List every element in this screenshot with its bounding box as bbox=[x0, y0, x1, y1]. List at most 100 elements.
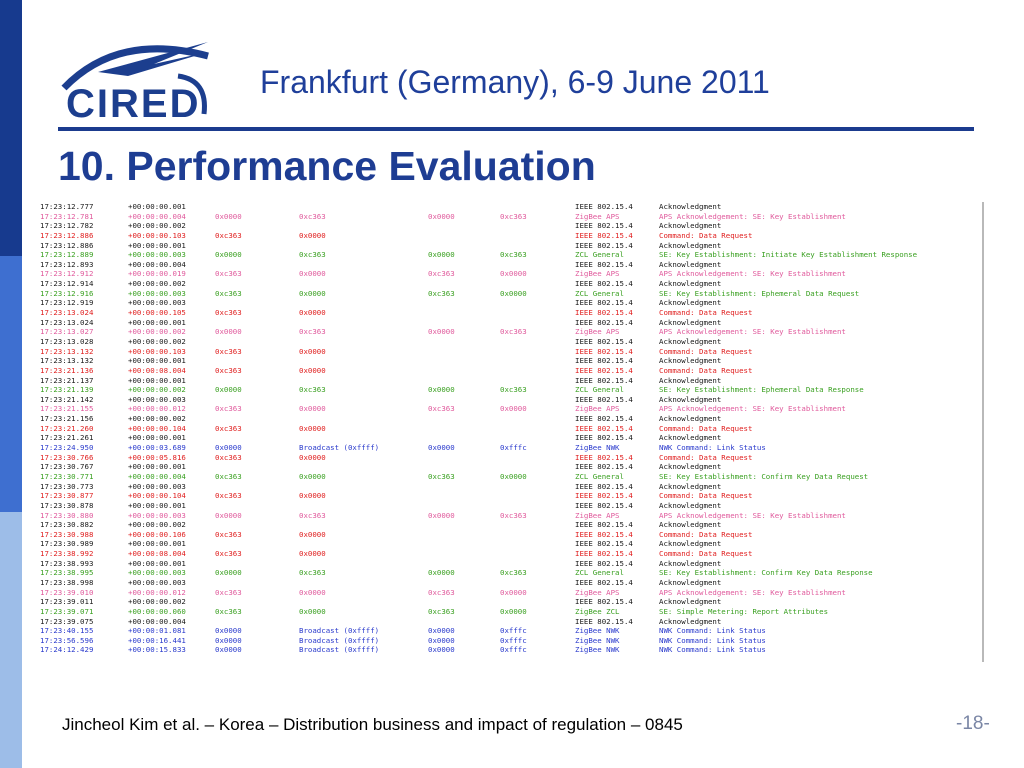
log-info: APS Acknowledgement: SE: Key Establishme… bbox=[659, 587, 846, 597]
log-dst2: 0xc363 bbox=[500, 510, 527, 520]
log-time: 17:23:39.010 bbox=[40, 587, 94, 597]
log-time: 17:23:12.914 bbox=[40, 279, 94, 289]
log-protocol: ZigBee APS bbox=[575, 404, 620, 414]
log-src2: 0xc363 bbox=[428, 471, 455, 481]
cired-logo-text: CIRED bbox=[66, 82, 201, 126]
log-dst: 0xc363 bbox=[299, 510, 326, 520]
log-dst: 0xc363 bbox=[299, 568, 326, 578]
log-row: 17:23:38.998 +00:00:00.003 IEEE 802.15.4 Ac… bbox=[38, 578, 982, 588]
log-info: Acknowledgment bbox=[659, 336, 722, 346]
log-delta: +00:00:00.001 bbox=[128, 356, 186, 366]
log-dst: 0x0000 bbox=[299, 365, 326, 375]
log-time: 17:23:21.137 bbox=[40, 375, 94, 385]
log-info: APS Acknowledgement: SE: Key Establishme… bbox=[659, 327, 846, 337]
log-delta: +00:00:00.002 bbox=[128, 597, 186, 607]
log-src: 0xc363 bbox=[215, 491, 242, 501]
log-row: 17:23:13.132 +00:00:00.001 IEEE 802.15.4 Ac… bbox=[38, 356, 982, 366]
log-dst2: 0x0000 bbox=[500, 288, 527, 298]
log-delta: +00:00:00.001 bbox=[128, 317, 186, 327]
log-src: 0xc363 bbox=[215, 269, 242, 279]
log-dst2: 0xc363 bbox=[500, 568, 527, 578]
log-time: 17:23:30.880 bbox=[40, 510, 94, 520]
log-protocol: IEEE 802.15.4 bbox=[575, 423, 633, 433]
log-row: 17:23:21.156 +00:00:00.002 IEEE 802.15.4 Ac… bbox=[38, 414, 982, 424]
log-dst: 0x0000 bbox=[299, 587, 326, 597]
log-delta: +00:00:00.002 bbox=[128, 327, 186, 337]
log-delta: +00:00:00.002 bbox=[128, 221, 186, 231]
log-time: 17:23:38.993 bbox=[40, 558, 94, 568]
log-delta: +00:00:00.004 bbox=[128, 259, 186, 269]
log-protocol: IEEE 802.15.4 bbox=[575, 414, 633, 424]
log-info: Command: Data Request bbox=[659, 365, 753, 375]
log-src2: 0x0000 bbox=[428, 250, 455, 260]
log-delta: +00:00:15.833 bbox=[128, 645, 186, 655]
log-info: Acknowledgment bbox=[659, 577, 722, 587]
log-src: 0xc363 bbox=[215, 308, 242, 318]
log-src: 0xc363 bbox=[215, 288, 242, 298]
log-time: 17:23:21.156 bbox=[40, 414, 94, 424]
log-src: 0x0000 bbox=[215, 510, 242, 520]
log-info: SE: Key Establishment: Confirm Key Data … bbox=[659, 568, 873, 578]
log-src: 0x0000 bbox=[215, 211, 242, 221]
log-info: Acknowledgment bbox=[659, 433, 722, 443]
log-row: 17:23:12.886 +00:00:00.103 0xc363 0x0000 IEE… bbox=[38, 231, 982, 241]
log-delta: +00:00:00.002 bbox=[128, 414, 186, 424]
log-protocol: ZCL General bbox=[575, 471, 624, 481]
log-src: 0x0000 bbox=[215, 443, 242, 453]
side-strip-bottom bbox=[0, 512, 22, 768]
log-row: 17:23:30.767 +00:00:00.001 IEEE 802.15.4 Ac… bbox=[38, 462, 982, 472]
log-time: 17:23:39.071 bbox=[40, 606, 94, 616]
log-time: 17:23:13.132 bbox=[40, 346, 94, 356]
log-info: SE: Key Establishment: Ephemeral Data Re… bbox=[659, 288, 860, 298]
log-src: 0x0000 bbox=[215, 385, 242, 395]
log-src: 0xc363 bbox=[215, 346, 242, 356]
log-delta: +00:00:00.003 bbox=[128, 394, 186, 404]
log-dst: 0xc363 bbox=[299, 385, 326, 395]
log-row: 17:23:12.916 +00:00:00.003 0xc363 0x0000 0xc… bbox=[38, 289, 982, 299]
log-delta: +00:00:00.104 bbox=[128, 423, 186, 433]
log-delta: +00:00:00.012 bbox=[128, 404, 186, 414]
log-info: SE: Simple Metering: Report Attributes bbox=[659, 606, 829, 616]
log-protocol: ZigBee ZCL bbox=[575, 606, 620, 616]
log-delta: +00:00:00.001 bbox=[128, 433, 186, 443]
log-delta: +00:00:00.002 bbox=[128, 279, 186, 289]
log-src2: 0xc363 bbox=[428, 606, 455, 616]
log-delta: +00:00:00.003 bbox=[128, 481, 186, 491]
log-delta: +00:00:00.002 bbox=[128, 385, 186, 395]
log-row: 17:23:21.137 +00:00:00.001 IEEE 802.15.4 Ac… bbox=[38, 376, 982, 386]
log-row: 17:23:21.139 +00:00:00.002 0x0000 0xc363 0x0… bbox=[38, 385, 982, 395]
page-number: -18- bbox=[956, 713, 990, 734]
log-protocol: IEEE 802.15.4 bbox=[575, 336, 633, 346]
log-info: Acknowledgment bbox=[659, 317, 722, 327]
log-info: Command: Data Request bbox=[659, 529, 753, 539]
log-dst: 0xc363 bbox=[299, 250, 326, 260]
log-time: 17:23:12.886 bbox=[40, 240, 94, 250]
log-delta: +00:00:00.106 bbox=[128, 529, 186, 539]
side-strip-middle bbox=[0, 256, 22, 512]
log-time: 17:23:30.882 bbox=[40, 520, 94, 530]
log-protocol: IEEE 802.15.4 bbox=[575, 356, 633, 366]
log-row: 17:23:21.142 +00:00:00.003 IEEE 802.15.4 Ac… bbox=[38, 395, 982, 405]
log-row: 17:23:12.889 +00:00:00.003 0x0000 0xc363 0x0… bbox=[38, 250, 982, 260]
log-src2: 0x0000 bbox=[428, 568, 455, 578]
log-delta: +00:00:00.004 bbox=[128, 616, 186, 626]
log-delta: +00:00:00.002 bbox=[128, 336, 186, 346]
log-protocol: IEEE 802.15.4 bbox=[575, 577, 633, 587]
log-dst2: 0x0000 bbox=[500, 269, 527, 279]
log-protocol: ZCL General bbox=[575, 288, 624, 298]
log-row: 17:23:13.024 +00:00:00.001 IEEE 802.15.4 Ac… bbox=[38, 318, 982, 328]
conference-subtitle: Frankfurt (Germany), 6-9 June 2011 bbox=[260, 64, 770, 100]
log-row: 17:23:30.880 +00:00:00.003 0x0000 0xc363 0x0… bbox=[38, 511, 982, 521]
log-dst2: 0x0000 bbox=[500, 404, 527, 414]
log-info: Acknowledgment bbox=[659, 558, 722, 568]
log-info: Command: Data Request bbox=[659, 452, 753, 462]
log-time: 17:23:30.989 bbox=[40, 539, 94, 549]
log-dst: 0x0000 bbox=[299, 308, 326, 318]
log-dst: 0x0000 bbox=[299, 269, 326, 279]
log-row: 17:23:12.919 +00:00:00.003 IEEE 802.15.4 Ac… bbox=[38, 298, 982, 308]
log-protocol: IEEE 802.15.4 bbox=[575, 259, 633, 269]
log-row: 17:23:30.773 +00:00:00.003 IEEE 802.15.4 Ac… bbox=[38, 482, 982, 492]
log-info: Acknowledgment bbox=[659, 356, 722, 366]
log-time: 17:23:13.028 bbox=[40, 336, 94, 346]
log-info: APS Acknowledgement: SE: Key Establishme… bbox=[659, 510, 846, 520]
